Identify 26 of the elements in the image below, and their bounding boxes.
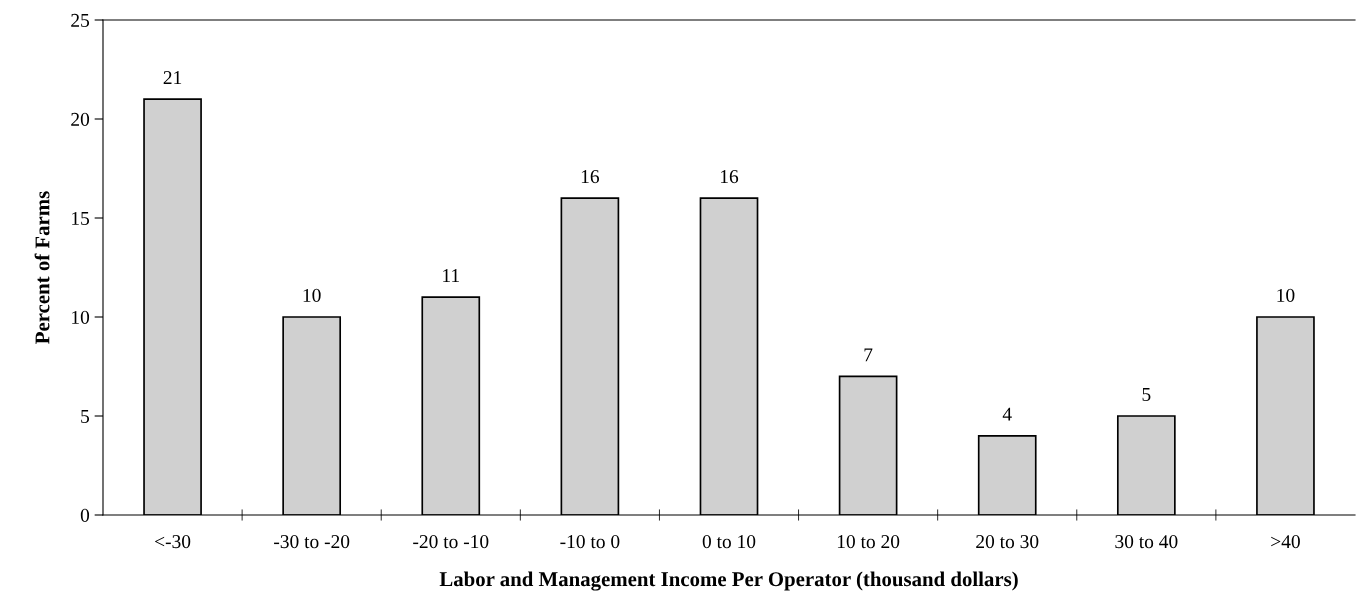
y-tick-label: 20: [71, 112, 90, 126]
y-axis-title: Percent of Farms: [34, 191, 50, 344]
x-axis-title: Labor and Management Income Per Operator (thousand dollars): [439, 571, 1018, 591]
x-tick-label: -30 to -20: [274, 535, 350, 549]
x-tick-label: <-30: [155, 535, 191, 549]
y-tick-label: 25: [71, 13, 90, 27]
y-tick-label: 5: [81, 410, 90, 423]
x-tick-label: 20 to 30: [976, 535, 1039, 549]
x-tick-label: 0 to 10: [702, 535, 756, 549]
data-label: 11: [443, 269, 459, 282]
data-label: 10: [303, 288, 321, 302]
x-tick-label: 10 to 20: [837, 535, 900, 549]
data-label: 16: [581, 170, 600, 184]
y-tick-label: 0: [80, 508, 90, 522]
data-label: 21: [163, 71, 182, 84]
data-label: 5: [1142, 388, 1151, 401]
x-tick-label: 30 to 40: [1115, 535, 1178, 549]
data-label: 4: [1002, 407, 1012, 421]
y-tick-label: 15: [72, 211, 90, 225]
data-label: 16: [720, 170, 739, 184]
x-tick-label: -10 to 0: [560, 535, 620, 549]
data-label: 10: [1277, 288, 1295, 302]
x-tick-label: >40: [1271, 535, 1300, 549]
y-tick-label: 10: [72, 310, 90, 324]
x-tick-label: -20 to -10: [413, 535, 489, 549]
data-label: 7: [864, 348, 873, 362]
